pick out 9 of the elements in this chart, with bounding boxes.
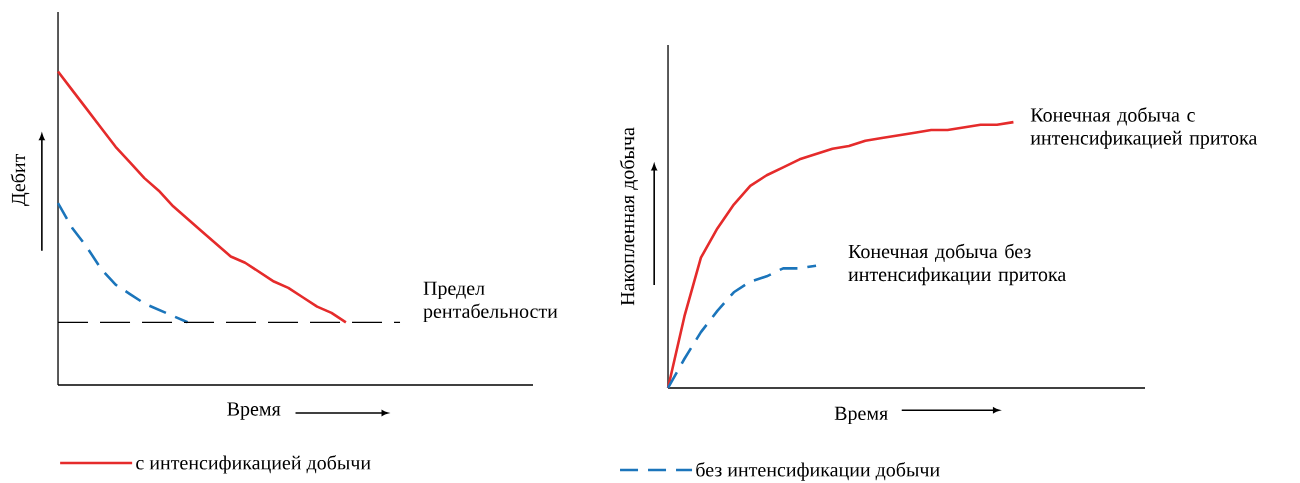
ref-line-label: Предел рентабельности bbox=[423, 281, 558, 323]
x-axis-title: Время bbox=[834, 406, 888, 425]
annotation: Конечная добыча с интенсификацией притока bbox=[1030, 107, 1258, 149]
y-axis-title: Дебит bbox=[10, 153, 30, 206]
x-axis-title: Время bbox=[227, 402, 281, 420]
y-axis-title: Накопленная добыча bbox=[619, 127, 638, 306]
legend-label: с интенсификацией добычи bbox=[136, 455, 371, 474]
annotation: Конечная добыча без интенсификации притока bbox=[848, 243, 1066, 286]
legend-label: без интенсификации добычи bbox=[696, 462, 940, 481]
